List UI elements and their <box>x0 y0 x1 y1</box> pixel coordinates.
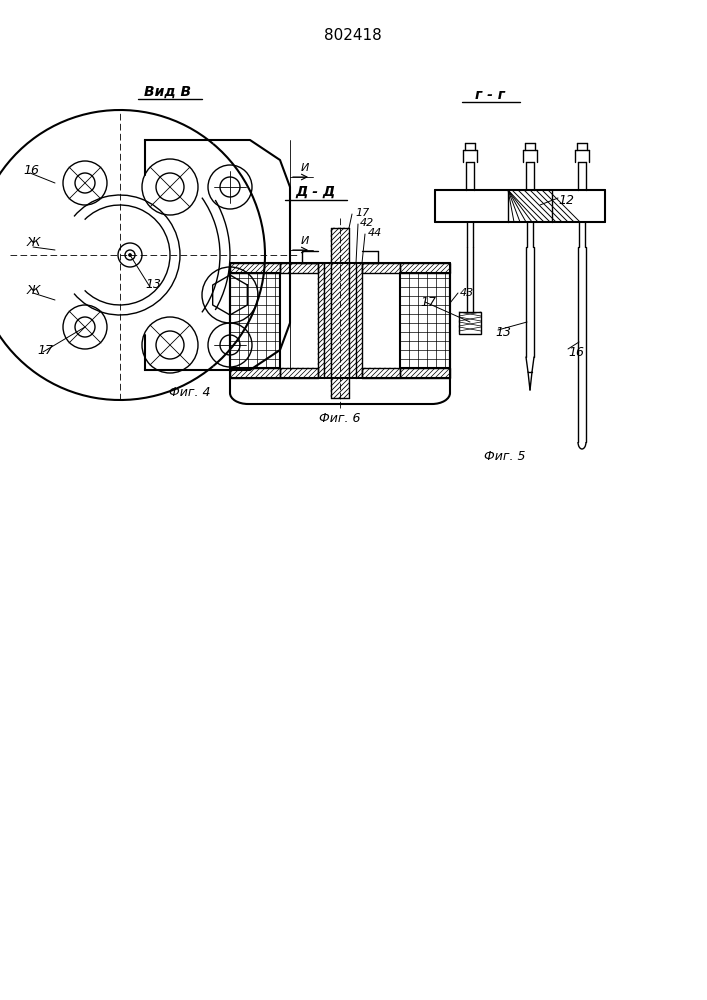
Text: 802418: 802418 <box>324 27 382 42</box>
Text: 43: 43 <box>460 288 474 298</box>
Text: 12: 12 <box>558 194 574 207</box>
Text: Фиг. 5: Фиг. 5 <box>484 450 526 464</box>
Bar <box>230 273 280 368</box>
Bar <box>280 263 318 273</box>
Bar <box>280 368 318 378</box>
Bar <box>230 368 280 378</box>
Bar <box>400 273 450 368</box>
Bar <box>459 312 481 334</box>
Text: 17: 17 <box>420 296 436 308</box>
Bar <box>362 263 400 273</box>
Bar <box>400 263 450 273</box>
Text: г - г: г - г <box>475 88 505 102</box>
Text: 16: 16 <box>568 346 584 359</box>
Text: 16: 16 <box>23 163 39 176</box>
Text: 42: 42 <box>360 218 374 228</box>
Text: Ж: Ж <box>27 284 40 296</box>
Text: Фиг. 4: Фиг. 4 <box>169 386 211 399</box>
Text: Д - Д: Д - Д <box>295 185 335 199</box>
Circle shape <box>129 253 132 256</box>
Text: Фиг. 6: Фиг. 6 <box>320 412 361 424</box>
Text: Вид В: Вид В <box>144 85 192 99</box>
Bar <box>230 263 280 273</box>
Text: 13: 13 <box>145 278 161 292</box>
Text: И: И <box>300 236 309 246</box>
Text: 17: 17 <box>37 344 53 357</box>
Bar <box>362 368 400 378</box>
Text: Ж: Ж <box>27 236 40 249</box>
Text: И: И <box>300 163 309 173</box>
Text: 13: 13 <box>495 326 511 338</box>
Text: 17: 17 <box>355 208 369 218</box>
Bar <box>400 368 450 378</box>
Text: 44: 44 <box>368 228 382 238</box>
